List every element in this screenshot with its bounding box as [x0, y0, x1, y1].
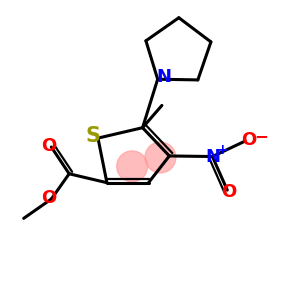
Text: N: N: [156, 68, 171, 86]
Circle shape: [117, 151, 148, 182]
Circle shape: [145, 142, 176, 173]
Text: O: O: [41, 189, 57, 207]
Text: N: N: [205, 148, 220, 166]
Text: S: S: [85, 126, 100, 146]
Text: O: O: [41, 136, 56, 154]
Text: −: −: [254, 127, 268, 145]
Text: O: O: [241, 131, 256, 149]
Text: +: +: [216, 143, 228, 157]
Text: O: O: [221, 183, 236, 201]
